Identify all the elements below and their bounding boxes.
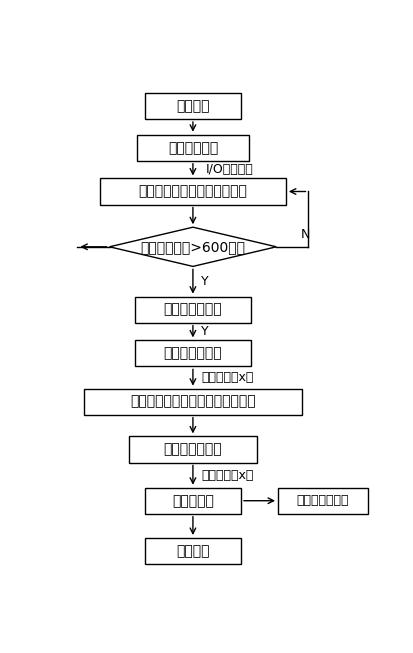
Text: 时间继电器x秒: 时间继电器x秒 — [200, 469, 253, 481]
Text: 打开进水电磁阀: 打开进水电磁阀 — [163, 302, 222, 317]
Bar — [135, 296, 250, 323]
Text: 高压气流入气管: 高压气流入气管 — [163, 443, 222, 456]
Bar — [145, 93, 240, 119]
Text: 达到试验量值: 达到试验量值 — [167, 141, 218, 155]
Text: 时间继电器x秒: 时间继电器x秒 — [200, 371, 253, 384]
Bar — [135, 340, 250, 366]
Text: 关闭电磁阀: 关闭电磁阀 — [171, 494, 214, 508]
Text: 纯净水流入气管: 纯净水流入气管 — [163, 346, 222, 360]
Text: 试验运行: 试验运行 — [176, 99, 209, 113]
Text: 关闭进水电磁阀，打开进气电磁阀: 关闭进水电磁阀，打开进气电磁阀 — [130, 394, 255, 409]
Text: I/O数据采集: I/O数据采集 — [205, 163, 253, 176]
Polygon shape — [109, 227, 276, 266]
Bar — [128, 436, 256, 462]
Text: N: N — [300, 228, 309, 241]
Bar — [145, 488, 240, 514]
Bar — [277, 488, 367, 514]
Text: 形成气雾、降温: 形成气雾、降温 — [296, 494, 348, 507]
Text: 试验结束: 试验结束 — [176, 544, 209, 558]
Bar — [100, 178, 285, 204]
Text: 显示功率放大器有效输出电流: 显示功率放大器有效输出电流 — [138, 185, 247, 199]
Text: Y: Y — [200, 275, 208, 288]
Bar — [83, 389, 301, 415]
Bar — [136, 135, 249, 161]
Text: Y: Y — [200, 325, 208, 338]
Bar — [145, 538, 240, 564]
Text: 判断输出电流>600安培: 判断输出电流>600安培 — [140, 240, 245, 254]
